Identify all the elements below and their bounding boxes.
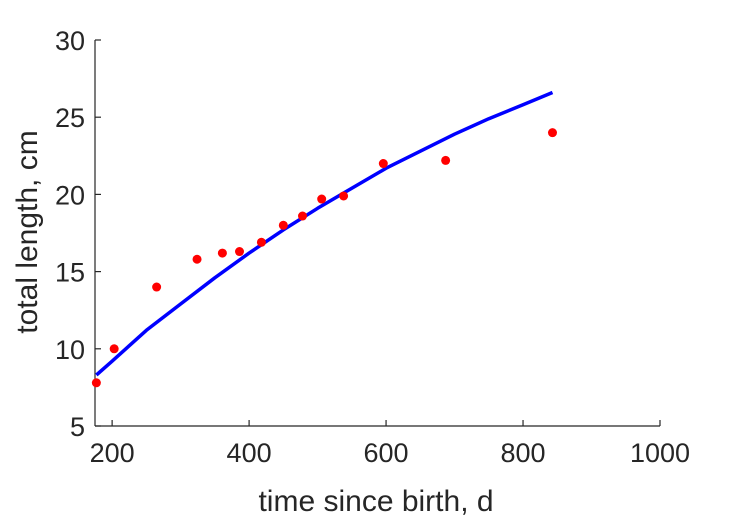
- fit-curve-layer: [95, 90, 554, 377]
- y-axis-label: total length, cm: [11, 130, 44, 333]
- x-tick-label: 200: [90, 438, 135, 468]
- data-point: [298, 211, 308, 221]
- y-tick-label: 15: [55, 258, 85, 288]
- x-tick-label: 1000: [630, 438, 690, 468]
- x-tick-label: 400: [227, 438, 272, 468]
- x-axis-label: time since birth, d: [258, 485, 493, 518]
- y-tick-label: 20: [55, 180, 85, 210]
- data-point: [317, 194, 327, 204]
- data-point: [91, 378, 101, 388]
- data-point: [339, 191, 349, 201]
- data-point: [256, 237, 266, 247]
- y-tick-label: 10: [55, 335, 85, 365]
- data-point: [217, 248, 227, 258]
- data-point: [152, 282, 162, 292]
- y-tick-label: 25: [55, 103, 85, 133]
- data-points-layer: [91, 128, 557, 388]
- y-tick-label: 30: [55, 26, 85, 56]
- data-point: [547, 128, 557, 138]
- data-point: [192, 254, 202, 264]
- data-point: [109, 344, 119, 354]
- data-point: [235, 247, 245, 257]
- data-point: [378, 159, 388, 169]
- x-tick-label: 800: [500, 438, 545, 468]
- data-point: [278, 220, 288, 230]
- x-tick-label: 600: [364, 438, 409, 468]
- data-point: [441, 155, 451, 165]
- axes: 200 400 600 800 1000 5 10 15 20 25 30: [55, 26, 690, 468]
- fit-curve: [95, 90, 554, 377]
- y-tick-label: 5: [70, 412, 85, 442]
